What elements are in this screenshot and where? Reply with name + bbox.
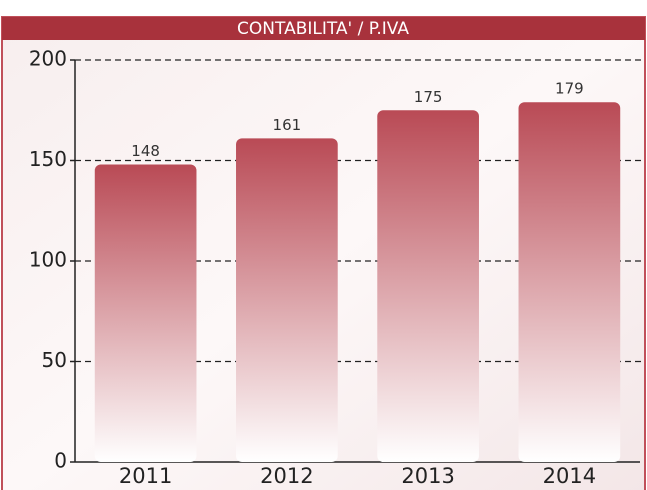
value-label: 161 xyxy=(273,116,302,134)
bar xyxy=(236,138,338,462)
bar xyxy=(94,164,197,462)
y-tick-label: 100 xyxy=(29,248,67,272)
title-bar xyxy=(2,17,645,40)
y-tick-label: 0 xyxy=(54,449,67,473)
bar xyxy=(377,110,479,462)
y-tick-label: 50 xyxy=(42,348,67,372)
y-tick-label: 150 xyxy=(29,147,67,171)
x-tick-label: 2011 xyxy=(119,464,172,488)
x-tick-label: 2014 xyxy=(543,464,596,488)
x-tick-label: 2012 xyxy=(260,464,313,488)
value-label: 179 xyxy=(555,80,584,98)
value-label: 175 xyxy=(414,88,443,106)
value-label: 148 xyxy=(131,142,160,160)
chart-title: CONTABILITA' / P.IVA xyxy=(237,19,409,39)
x-tick-label: 2013 xyxy=(401,464,454,488)
bar xyxy=(518,102,621,463)
y-tick-label: 200 xyxy=(29,47,67,71)
